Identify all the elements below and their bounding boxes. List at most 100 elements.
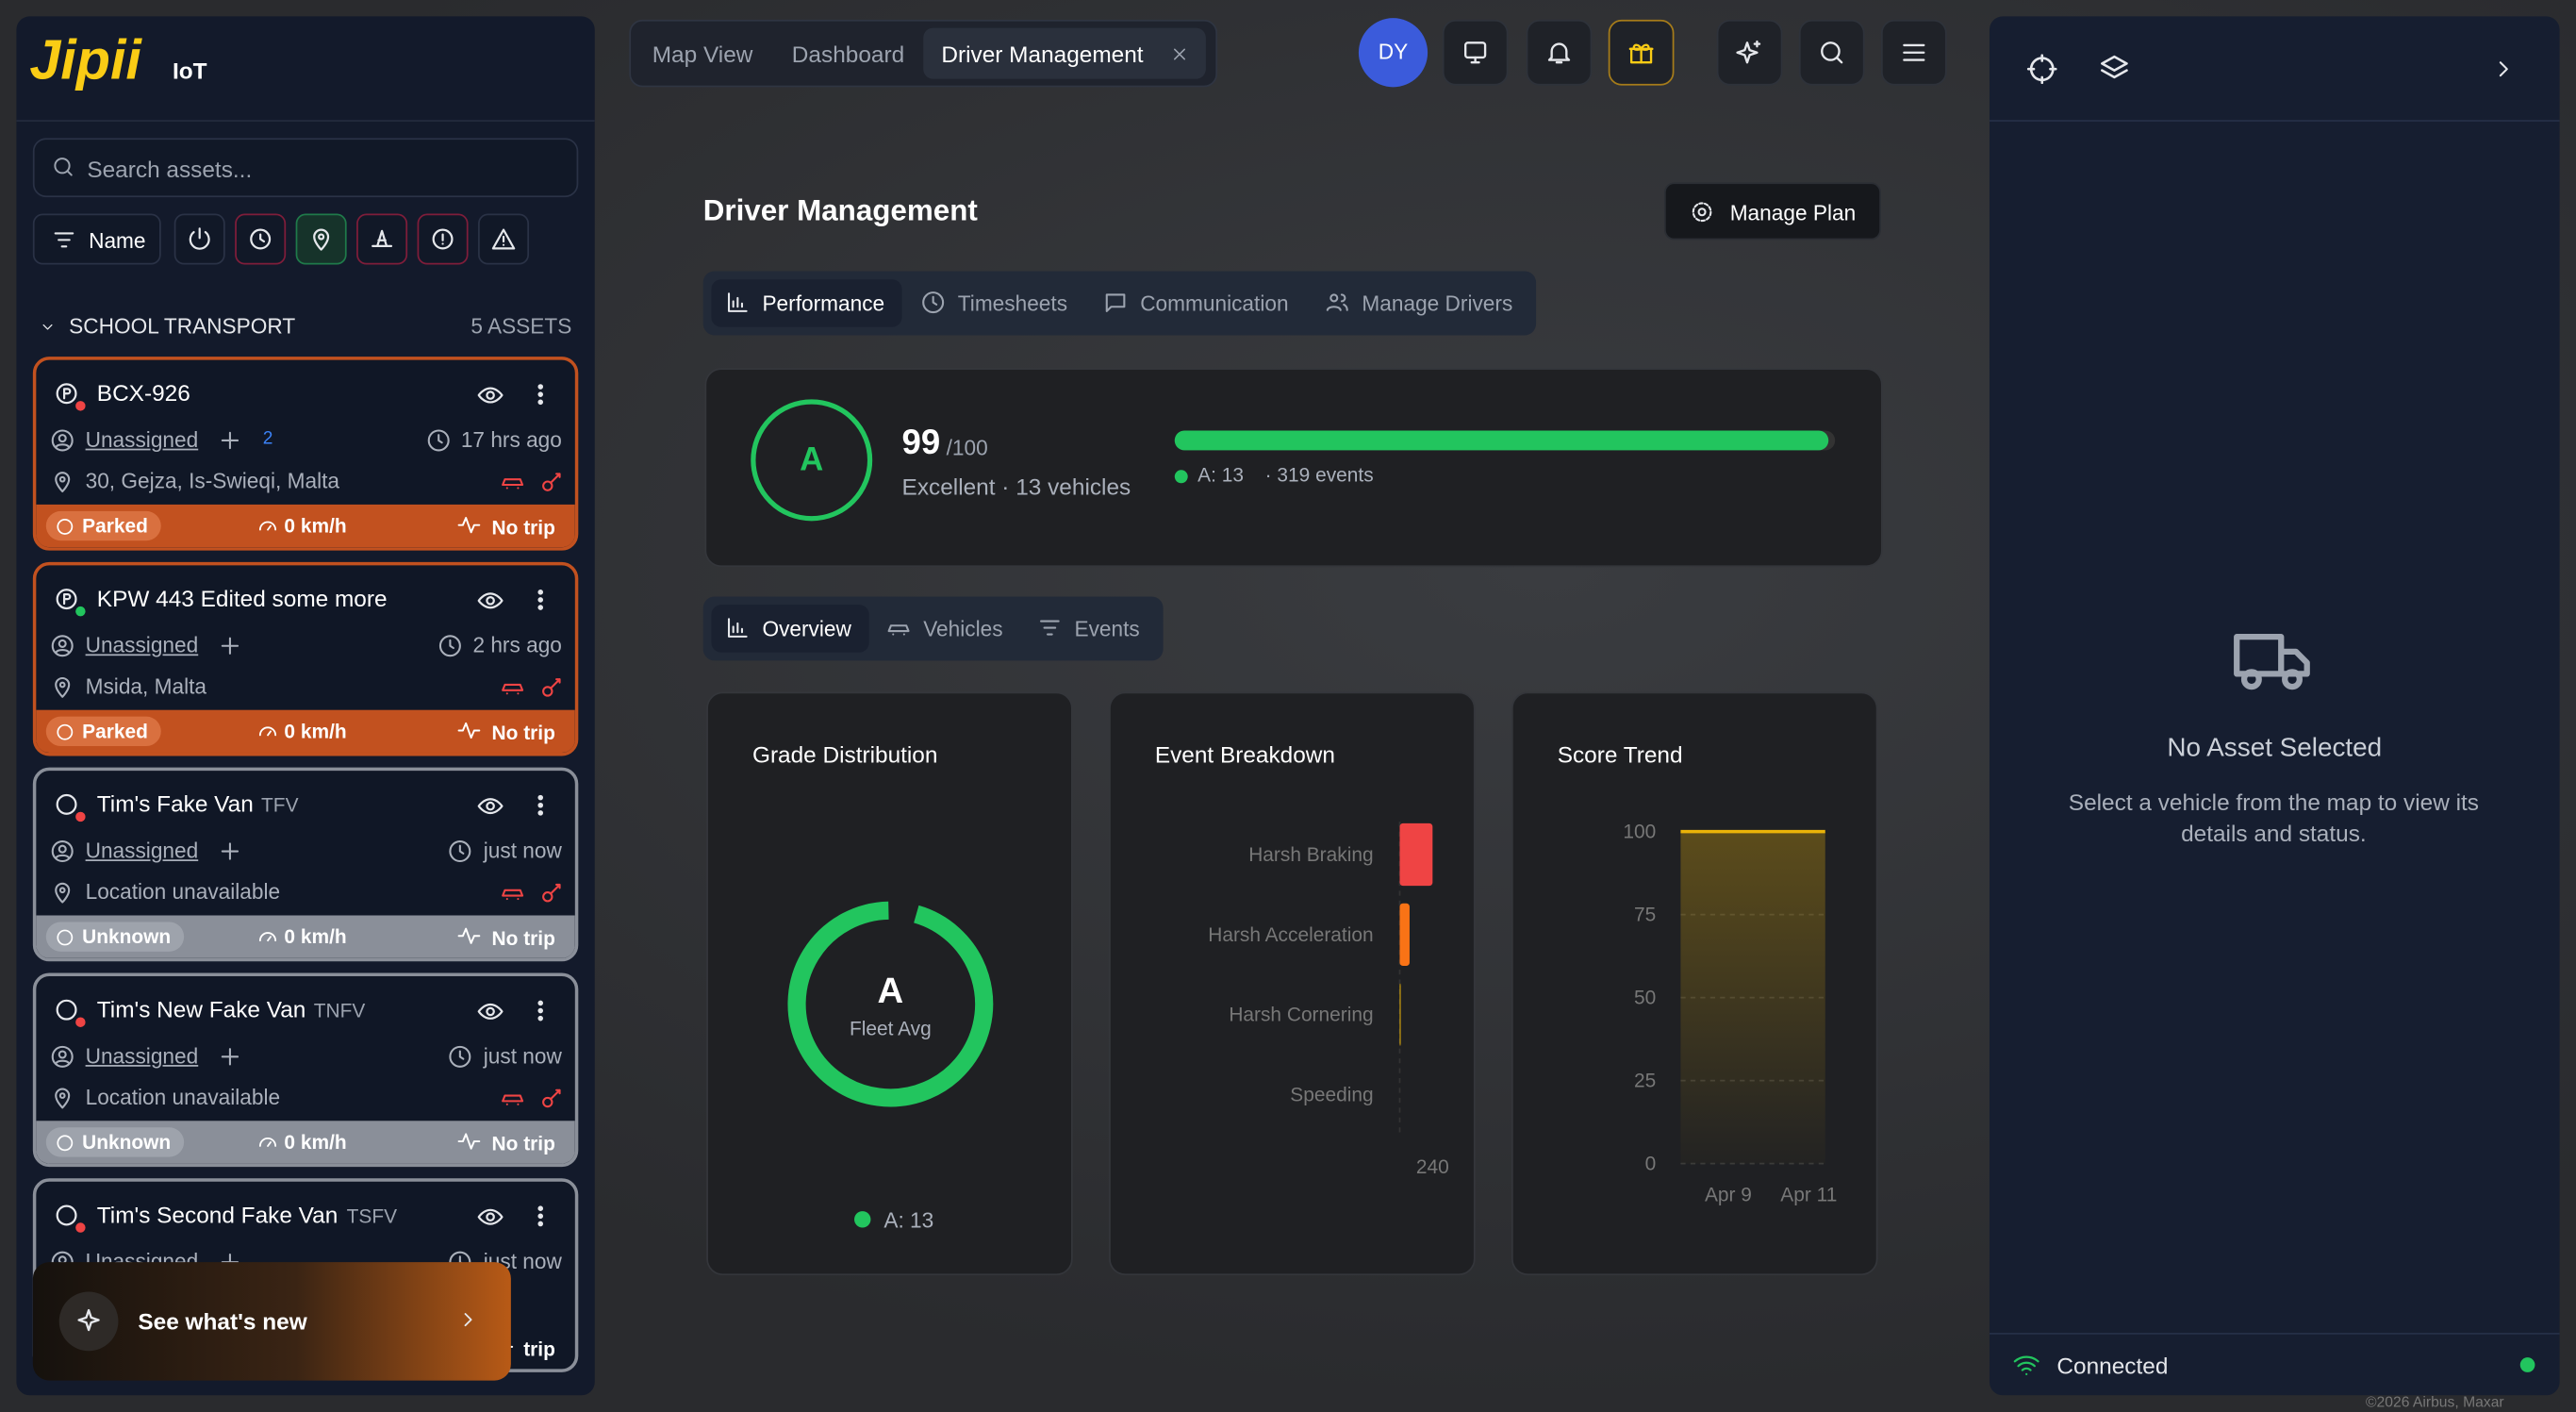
gift-button[interactable]	[1608, 19, 1675, 86]
category-label: Harsh Cornering	[1229, 1005, 1373, 1026]
asset-card[interactable]: BCX-926 Unassigned 2 17 hrs ago 30, Gejza, I…	[32, 357, 579, 551]
driver-link[interactable]: Unassigned	[85, 1043, 199, 1069]
asset-card[interactable]: Tim's Fake Van TFV Unassigned just now Locat…	[32, 767, 579, 962]
filter-chip[interactable]	[356, 213, 408, 265]
icon	[432, 228, 454, 250]
icon	[57, 519, 74, 535]
chart: Score Trend 0 25 50 75 100 Apr 9 Apr 11	[1558, 742, 1838, 1205]
ai-button[interactable]	[1716, 19, 1783, 86]
avatar[interactable]: DY	[1358, 18, 1428, 88]
icon	[502, 478, 524, 490]
icon	[537, 1000, 544, 1022]
chart: Grade Distribution A: 13 A Fleet Avg	[752, 742, 994, 1233]
driver-link[interactable]: Unassigned	[85, 632, 199, 657]
icon	[1105, 293, 1126, 312]
sub-tab[interactable]: Events	[1074, 616, 1140, 641]
filter-chip[interactable]	[173, 213, 225, 265]
asset-name: KPW 443 Edited some more	[96, 585, 388, 612]
asset-card[interactable]: Tim's New Fake Van TNFV Unassigned just now…	[32, 972, 579, 1168]
search-button[interactable]	[1798, 19, 1865, 86]
icon	[258, 521, 277, 531]
donut-center: A	[878, 971, 904, 1011]
icon	[56, 383, 77, 405]
bar	[1399, 903, 1410, 966]
legend-label: A: 13	[883, 1208, 933, 1233]
connection-status: Connected	[2056, 1352, 2169, 1379]
icon	[258, 932, 277, 942]
y-tick-label: 100	[1623, 822, 1656, 843]
icon	[537, 1205, 544, 1227]
page-tab[interactable]: Communication	[1140, 291, 1289, 316]
summary-max: /100	[946, 435, 988, 460]
icon	[51, 840, 74, 863]
view-tab[interactable]: Dashboard	[791, 41, 905, 68]
area	[1680, 831, 1825, 1164]
page-tab[interactable]: Manage Drivers	[1362, 291, 1513, 316]
filter-chip[interactable]	[295, 213, 347, 265]
donut-segment	[787, 901, 994, 1107]
icon	[221, 1048, 239, 1066]
sub-tab[interactable]: Overview	[762, 616, 851, 641]
page-title: Driver Management	[702, 193, 978, 227]
chart-card: Event Breakdown 240 Harsh Braking Harsh Acc…	[1109, 691, 1476, 1276]
chart: Event Breakdown 240 Harsh Braking Harsh Acc…	[1155, 742, 1449, 1178]
filter-chip[interactable]	[235, 213, 287, 265]
score-bar	[1174, 430, 1829, 451]
icon	[449, 1045, 471, 1068]
driver-link[interactable]: Unassigned	[85, 427, 199, 453]
driver-link[interactable]: Unassigned	[85, 838, 199, 863]
group-count: 5 ASSETS	[471, 313, 572, 339]
search-box[interactable]: Search assets...	[32, 138, 579, 198]
group-name[interactable]: SCHOOL TRANSPORT	[69, 313, 296, 339]
asset-location: Location unavailable	[85, 879, 281, 905]
view-tab-active[interactable]: Driver Management	[941, 41, 1144, 68]
speed: 0 km/h	[284, 1130, 347, 1155]
icon	[537, 590, 544, 610]
icon	[55, 1088, 71, 1109]
asset-name: BCX-926	[96, 379, 190, 407]
icon	[221, 637, 239, 655]
legend-dot	[854, 1211, 871, 1228]
summary-grade: A	[751, 399, 873, 522]
icon	[477, 1208, 504, 1225]
sort-button[interactable]: Name	[32, 213, 161, 265]
chart-card: Grade Distribution A: 13 A Fleet Avg	[706, 691, 1073, 1276]
view-tab[interactable]: Map View	[652, 41, 753, 68]
promo-banner[interactable]: See what's new	[32, 1262, 511, 1381]
page-tab[interactable]: Timesheets	[957, 291, 1068, 316]
notifications-button[interactable]	[1526, 19, 1593, 86]
trip-label: No trip	[491, 926, 555, 951]
screen-button[interactable]	[1442, 19, 1509, 86]
icon	[477, 592, 504, 609]
asset-card[interactable]: KPW 443 Edited some more Unassigned 2 hrs …	[32, 561, 579, 756]
speed: 0 km/h	[284, 720, 347, 743]
status-pill: Unknown	[45, 1127, 185, 1157]
icon	[56, 999, 77, 1021]
filter-chip[interactable]	[417, 213, 469, 265]
status-strip: Unknown 0 km/h	[36, 1121, 575, 1164]
icon	[57, 723, 74, 740]
icon	[51, 635, 74, 657]
page-tab[interactable]: Performance	[762, 291, 885, 316]
menu-button[interactable]	[1880, 19, 1947, 86]
last-seen: just now	[483, 838, 562, 863]
manage-plan-button[interactable]: Manage Plan	[1663, 182, 1881, 241]
manage-plan-label: Manage Plan	[1729, 200, 1857, 225]
trip-label: No trip	[491, 721, 555, 745]
asset-location: Msida, Malta	[85, 673, 207, 699]
icon	[542, 473, 561, 491]
status-strip: Unknown 0 km/h	[36, 915, 575, 958]
category-label: Speeding	[1290, 1085, 1373, 1106]
status-dot	[75, 811, 86, 822]
icon	[542, 1088, 561, 1108]
chart-title: Score Trend	[1558, 742, 1683, 768]
icon	[313, 228, 330, 251]
summary-legend: A: 13	[1197, 463, 1245, 487]
map-attribution: ©2026 Airbus, Maxar Technologies	[2365, 1393, 2504, 1412]
logo-suffix: IoT	[172, 57, 207, 84]
sub-tab[interactable]: Vehicles	[923, 616, 1003, 641]
promo-text: See what's new	[138, 1307, 307, 1335]
filter-chip[interactable]	[478, 213, 530, 265]
icon	[258, 726, 277, 737]
icon	[457, 517, 481, 534]
